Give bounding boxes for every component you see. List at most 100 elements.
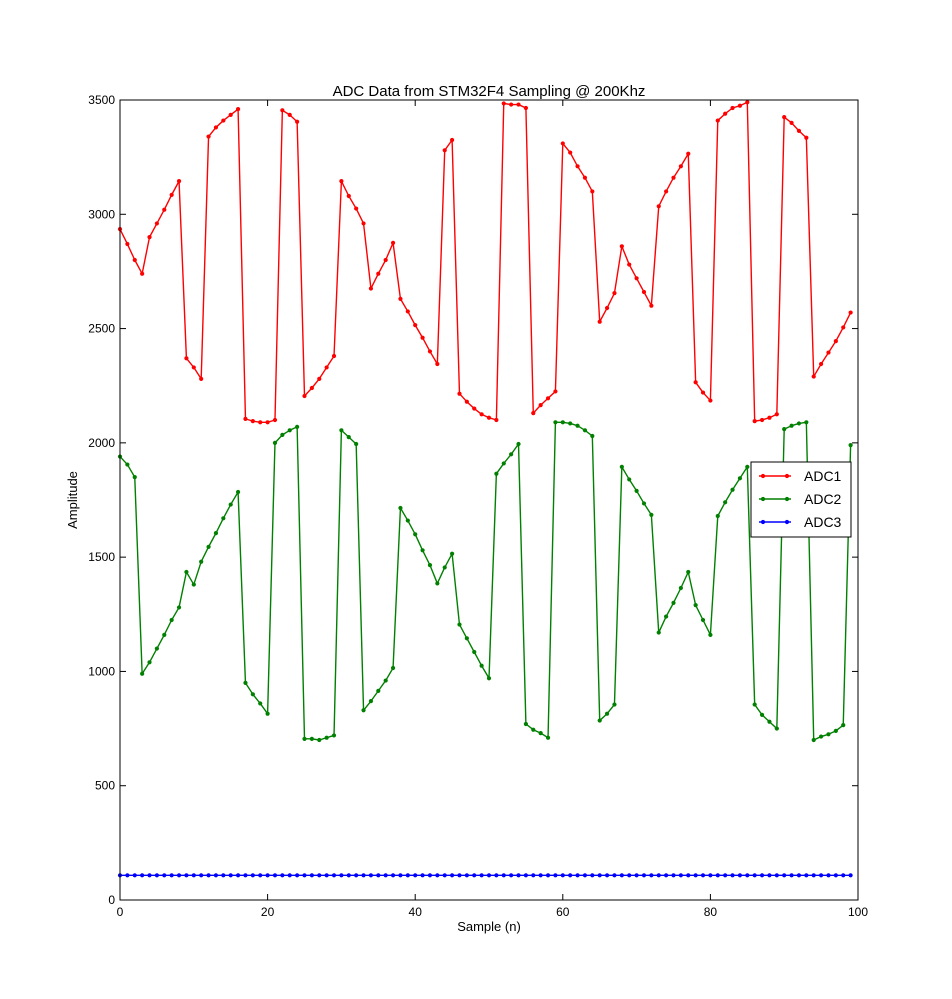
y-tick-label: 1500	[88, 550, 115, 564]
data-point-adc3	[693, 873, 698, 878]
data-point-adc1	[619, 244, 624, 249]
data-point-adc3	[213, 873, 219, 878]
data-point-adc3	[686, 873, 691, 878]
data-point-adc1	[457, 391, 462, 396]
data-point-adc2	[427, 563, 433, 568]
data-point-adc3	[280, 873, 285, 878]
data-point-adc3	[494, 873, 499, 878]
data-point-adc1	[176, 179, 182, 184]
data-point-adc1	[287, 112, 292, 117]
data-point-adc3	[427, 873, 433, 878]
data-point-adc1	[752, 419, 757, 424]
data-point-adc3	[258, 873, 263, 878]
data-point-adc3	[582, 873, 588, 878]
data-point-adc3	[700, 873, 706, 878]
data-point-adc3	[590, 873, 595, 878]
data-point-adc2	[420, 548, 425, 553]
data-point-adc2	[590, 433, 595, 439]
data-point-adc2	[464, 636, 469, 641]
data-point-adc1	[819, 361, 824, 367]
data-point-adc2	[501, 461, 506, 466]
data-point-adc1	[686, 151, 691, 156]
data-point-adc1	[221, 118, 226, 123]
y-tick-label: 2000	[88, 436, 115, 450]
data-point-adc2	[228, 502, 233, 507]
data-point-adc2	[383, 678, 388, 683]
data-point-adc3	[604, 873, 610, 878]
data-point-adc3	[723, 873, 728, 878]
data-point-adc2	[531, 727, 536, 732]
data-point-adc3	[575, 873, 580, 878]
data-point-adc1	[295, 119, 300, 124]
data-point-adc3	[523, 873, 529, 878]
legend-marker	[784, 496, 790, 502]
data-point-adc1	[265, 420, 270, 425]
data-point-adc3	[804, 873, 809, 878]
data-point-adc1	[361, 221, 366, 226]
data-point-adc2	[169, 617, 174, 623]
data-point-adc1	[324, 365, 329, 370]
data-point-adc1	[789, 120, 794, 125]
data-point-adc1	[354, 206, 359, 211]
data-point-adc3	[383, 873, 388, 878]
legend-marker	[760, 519, 766, 525]
data-point-adc1	[678, 164, 683, 169]
x-axis-label: Sample (n)	[457, 919, 521, 934]
data-point-adc2	[140, 671, 145, 676]
data-point-adc3	[243, 873, 248, 878]
data-point-adc1	[184, 356, 189, 361]
y-tick-label: 500	[95, 779, 115, 793]
data-point-adc1	[331, 353, 337, 359]
data-point-adc1	[206, 134, 211, 139]
data-point-adc2	[486, 676, 492, 681]
data-point-adc3	[457, 873, 462, 878]
data-point-adc2	[125, 462, 130, 467]
data-point-adc3	[752, 873, 757, 878]
data-point-adc3	[390, 873, 396, 878]
data-point-adc1	[671, 175, 676, 180]
data-point-adc1	[243, 416, 248, 421]
data-point-adc3	[708, 873, 713, 878]
data-point-adc1	[560, 141, 565, 146]
x-tick-label: 60	[556, 905, 570, 919]
data-point-adc1	[664, 189, 669, 194]
data-point-adc1	[841, 325, 846, 330]
data-point-adc1	[339, 179, 344, 184]
data-point-adc1	[649, 303, 654, 308]
data-point-adc1	[280, 108, 285, 113]
data-point-adc2	[789, 423, 794, 428]
data-point-adc2	[368, 699, 374, 704]
data-point-adc2	[376, 688, 381, 693]
data-point-adc2	[708, 632, 713, 637]
data-point-adc3	[420, 873, 425, 878]
data-point-adc3	[324, 873, 329, 878]
data-point-adc3	[361, 873, 366, 878]
data-point-adc2	[272, 440, 278, 445]
data-point-adc3	[833, 873, 838, 878]
data-point-adc2	[619, 464, 624, 469]
data-point-adc2	[737, 476, 743, 481]
data-point-adc1	[450, 137, 455, 143]
data-point-adc2	[804, 420, 809, 425]
data-point-adc2	[457, 622, 462, 627]
data-point-adc1	[501, 101, 506, 106]
data-point-adc2	[582, 428, 588, 433]
data-point-adc2	[627, 477, 632, 482]
data-point-adc2	[250, 692, 255, 697]
data-point-adc2	[331, 733, 337, 738]
data-point-adc3	[295, 873, 300, 878]
data-point-adc3	[413, 873, 418, 878]
data-point-adc1	[634, 276, 639, 281]
legend: ADC1 ADC2 ADC3	[750, 461, 852, 538]
data-point-adc2	[398, 505, 403, 511]
data-point-adc2	[221, 516, 226, 521]
data-point-adc3	[486, 873, 492, 878]
data-point-adc1	[737, 103, 743, 108]
data-point-adc2	[132, 475, 137, 480]
data-point-adc3	[206, 873, 211, 878]
data-point-adc3	[450, 873, 455, 878]
data-point-adc1	[774, 412, 779, 417]
x-tick-label: 40	[409, 905, 423, 919]
